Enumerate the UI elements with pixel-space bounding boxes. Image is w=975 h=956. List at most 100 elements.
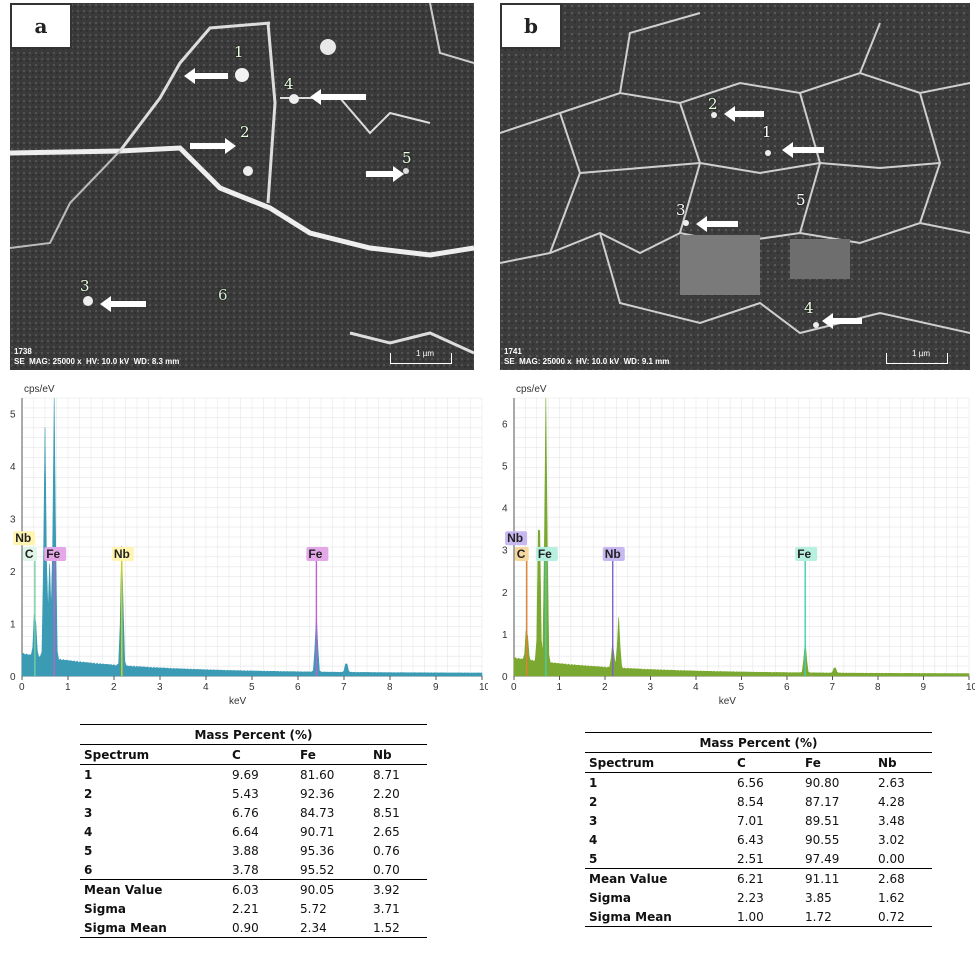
table-row: 4 6.64 90.71 2.65 xyxy=(80,822,427,841)
table-cell: 0.72 xyxy=(874,907,932,927)
table-cell: 6.64 xyxy=(232,824,259,839)
table-cell: 4 xyxy=(84,824,93,839)
table-cell: 5.43 xyxy=(232,786,259,801)
spectrum-chart-a: 0 1 2 3 4 5 0 1 2 3 4 5 6 7 8 9 10 cps/eV keV Nb C Fe Nb Fe xyxy=(10,384,491,707)
table-cell: 5 xyxy=(589,851,598,866)
table-cell: 4.28 xyxy=(878,794,905,809)
table-cell: 2.21 xyxy=(232,901,259,916)
arrow-icon xyxy=(822,313,862,329)
peak-label-box xyxy=(795,546,818,561)
y-tick-label: 2 xyxy=(10,567,16,578)
mass-percent-table-b: Mass Percent (%) Spectrum C Fe Nb 1 6.56 90.80 2… xyxy=(585,732,932,927)
sem-texture-a xyxy=(10,3,474,370)
peak-label: Nb xyxy=(507,531,523,545)
table-cell: 2.34 xyxy=(296,918,369,938)
table-row: 5 2.51 97.49 0.00 xyxy=(585,849,932,869)
sem-id: 1738 xyxy=(14,347,32,356)
table-cell: 6.43 xyxy=(737,832,764,847)
table-cell: 3.92 xyxy=(369,879,427,899)
x-tick-label: 0 xyxy=(19,682,25,693)
peak-label: C xyxy=(25,547,34,561)
x-tick-label: 5 xyxy=(249,682,255,693)
table-cell: 3.88 xyxy=(232,843,259,858)
table-cell: 89.51 xyxy=(805,813,840,828)
table-cell: 81.60 xyxy=(300,767,335,782)
column-header: Spectrum xyxy=(80,744,228,765)
column-header: C xyxy=(733,752,801,773)
table-cell: 1.62 xyxy=(878,890,905,905)
table-cell: 3.85 xyxy=(805,890,832,905)
table-cell: 6.56 xyxy=(737,775,764,790)
table-row: 5 3.88 95.36 0.76 xyxy=(80,841,427,860)
peak-label: Nb xyxy=(605,547,621,561)
spectrum-area xyxy=(21,397,483,677)
y-tick-label: 4 xyxy=(502,504,508,515)
x-tick-label: 4 xyxy=(693,682,699,693)
y-tick-label: 0 xyxy=(502,672,508,683)
arrow-icon xyxy=(310,89,366,105)
table-cell: Mean Value xyxy=(585,868,733,888)
table-cell: 90.80 xyxy=(805,775,840,790)
arrow-icon xyxy=(696,216,738,232)
peak-label-box xyxy=(111,546,134,561)
x-tick-label: 3 xyxy=(648,682,654,693)
point-label: 5 xyxy=(796,191,806,209)
arrow-icon xyxy=(724,106,764,122)
column-header: Fe xyxy=(801,752,874,773)
table-cell: 6.21 xyxy=(733,868,801,888)
x-tick-label: 10 xyxy=(479,682,488,693)
table-cell: 8.51 xyxy=(373,805,400,820)
point-label: 1 xyxy=(762,123,772,141)
scale-bar xyxy=(886,353,948,364)
y-tick-label: 5 xyxy=(502,461,508,472)
x-tick-label: 9 xyxy=(433,682,439,693)
table-cell: 90.55 xyxy=(805,832,840,847)
table-cell: 3 xyxy=(589,813,598,828)
mass-table-a: Mass Percent (%) Spectrum C Fe Nb 1 9.69 81.60 8… xyxy=(80,724,427,938)
peak-label-box xyxy=(505,531,528,546)
peak-label-box xyxy=(13,531,36,546)
peak-label-box xyxy=(22,546,37,561)
table-cell: 2.68 xyxy=(874,868,932,888)
sem-id: 1741 xyxy=(504,347,522,356)
x-tick-label: 6 xyxy=(295,682,301,693)
table-row: 6 3.78 95.52 0.70 xyxy=(80,860,427,880)
table-cell: 1.00 xyxy=(733,907,801,927)
y-tick-label: 6 xyxy=(502,419,508,430)
table-cell: 3.78 xyxy=(232,862,259,877)
table-cell: 97.49 xyxy=(805,851,840,866)
table-row: 3 7.01 89.51 3.48 xyxy=(585,811,932,830)
table-cell: 91.11 xyxy=(801,868,874,888)
mass-percent-table-a: Mass Percent (%) Spectrum C Fe Nb 1 9.69 81.60 8… xyxy=(80,724,427,938)
point-label: 4 xyxy=(804,299,814,317)
scale-bar-label: 1 µm xyxy=(416,349,434,358)
sem-info: SE MAG: 25000 x HV: 10.0 kV WD: 9.1 mm xyxy=(504,357,670,366)
y-axis-label: cps/eV xyxy=(24,384,55,395)
table-cell: 8.71 xyxy=(373,767,400,782)
table-cell: 2.65 xyxy=(373,824,400,839)
table-cell: Sigma xyxy=(589,890,631,905)
point-label: 4 xyxy=(284,75,294,93)
sem-meta: 1741 SE MAG: 25000 x HV: 10.0 kV WD: 9.1… xyxy=(504,347,669,367)
point-label: 5 xyxy=(402,149,412,167)
spectrum-chart-b: 0 1 2 3 4 5 6 0 1 2 3 4 5 6 7 8 9 10 cps/eV keV Nb C Fe Nb Fe xyxy=(502,384,975,707)
eds-spectrum-b: 0 1 2 3 4 5 6 0 1 2 3 4 5 6 7 8 9 10 cps/eV keV Nb C Fe Nb Fe xyxy=(492,378,975,708)
mass-table-b: Mass Percent (%) Spectrum C Fe Nb 1 6.56 90.80 2… xyxy=(585,732,932,927)
table-cell: 1 xyxy=(589,775,598,790)
peak-label: Fe xyxy=(308,547,322,561)
peak-label: Nb xyxy=(114,547,130,561)
table-row: 3 6.76 84.73 8.51 xyxy=(80,803,427,822)
table-title-row: Mass Percent (%) xyxy=(585,732,932,753)
table-cell: 8.54 xyxy=(737,794,764,809)
point-label: 3 xyxy=(80,277,90,295)
y-axis-label: cps/eV xyxy=(516,384,547,395)
x-tick-label: 1 xyxy=(65,682,71,693)
y-tick-label: 1 xyxy=(502,630,508,641)
table-cell: 6 xyxy=(84,862,93,877)
table-row: 1 6.56 90.80 2.63 xyxy=(585,773,932,793)
table-header-row: Spectrum C Fe Nb xyxy=(585,752,932,773)
table-cell: 3.71 xyxy=(373,901,400,916)
sem-info: SE MAG: 25000 x HV: 10.0 kV WD: 8.3 mm xyxy=(14,357,180,366)
table-cell: 5 xyxy=(84,843,93,858)
table-cell: 3 xyxy=(84,805,93,820)
